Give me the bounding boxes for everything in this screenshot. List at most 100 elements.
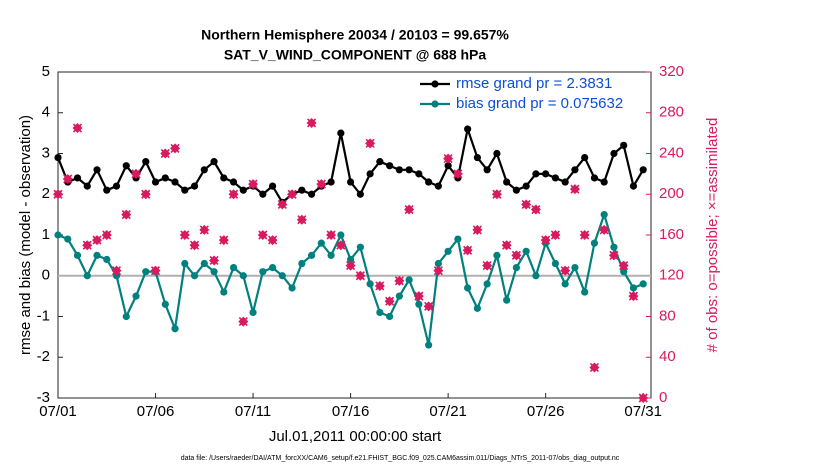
y-tick-label: 3 xyxy=(42,144,50,161)
x-tick-label: 07/16 xyxy=(332,403,370,420)
y-tick-label: 5 xyxy=(42,63,50,80)
obs-assimilated xyxy=(82,240,92,250)
data-point xyxy=(581,153,589,162)
obs-assimilated xyxy=(375,281,385,291)
legend-label: rmse grand pr = 2.3831 xyxy=(456,75,612,92)
y2-tick-label: 160 xyxy=(659,226,684,243)
obs-assimilated xyxy=(72,123,83,133)
data-point xyxy=(220,174,228,182)
data-point xyxy=(327,251,335,259)
data-point xyxy=(73,174,82,182)
obs-assimilated xyxy=(248,179,258,189)
obs-assimilated xyxy=(619,260,629,271)
data-point xyxy=(268,182,277,190)
obs-assimilated xyxy=(287,189,297,199)
obs-assimilated xyxy=(160,148,170,159)
obs-assimilated xyxy=(453,169,463,179)
obs-assimilated xyxy=(180,230,190,240)
obs-assimilated xyxy=(228,189,239,199)
data-point xyxy=(395,292,403,300)
data-point xyxy=(473,304,481,312)
data-point xyxy=(532,170,540,178)
data-point xyxy=(464,125,472,133)
obs-assimilated xyxy=(511,250,521,260)
data-point xyxy=(561,178,569,186)
data-point xyxy=(395,166,403,174)
data-point xyxy=(171,178,179,186)
obs-assimilated xyxy=(199,225,209,235)
legend-label: bias grand pr = 0.075632 xyxy=(456,95,623,112)
obs-assimilated xyxy=(482,260,492,271)
data-point xyxy=(620,268,628,276)
data-point xyxy=(581,288,589,296)
obs-assimilated xyxy=(638,393,648,403)
data-point xyxy=(600,211,608,219)
y-tick-label: -1 xyxy=(37,307,50,324)
data-point xyxy=(600,178,608,186)
obs-assimilated xyxy=(580,230,590,240)
obs-assimilated xyxy=(521,199,531,210)
data-point xyxy=(610,149,618,158)
obs-assimilated xyxy=(385,296,395,306)
y2-tick-label: 120 xyxy=(659,267,684,284)
obs-assimilated xyxy=(589,362,599,373)
y2-tick-label: 280 xyxy=(659,104,684,121)
data-point xyxy=(571,264,579,272)
data-point xyxy=(142,268,150,276)
data-point xyxy=(415,170,423,178)
data-point xyxy=(103,255,111,264)
obs-assimilated xyxy=(531,204,541,215)
data-point xyxy=(532,272,540,280)
data-point xyxy=(288,284,296,292)
obs-assimilated xyxy=(297,215,307,225)
obs-assimilated xyxy=(609,250,619,260)
y2-tick-label: 320 xyxy=(659,63,684,80)
obs-assimilated xyxy=(63,174,73,184)
data-point xyxy=(376,158,384,166)
data-point xyxy=(239,186,247,194)
obs-assimilated xyxy=(414,291,424,301)
data-point xyxy=(64,235,72,243)
obs-assimilated xyxy=(628,291,639,301)
obs-assimilated xyxy=(365,138,375,148)
data-point xyxy=(268,264,277,272)
data-point xyxy=(415,300,423,308)
y2-axis-label: # of obs: o=possible; ×=assimilated xyxy=(704,118,721,353)
data-point xyxy=(571,166,579,174)
data-point xyxy=(132,292,140,300)
y-tick-label: 4 xyxy=(42,104,50,121)
data-point xyxy=(122,162,130,170)
y2-tick-label: 80 xyxy=(659,307,676,324)
data-point xyxy=(551,259,560,268)
data-point xyxy=(122,312,130,321)
data-point xyxy=(512,264,521,272)
data-point xyxy=(551,174,560,182)
data-point xyxy=(444,162,452,170)
obs-assimilated xyxy=(141,189,151,199)
data-point xyxy=(483,166,491,174)
data-point xyxy=(610,243,618,251)
data-point xyxy=(434,259,442,268)
obs-assimilated xyxy=(472,225,482,235)
data-point xyxy=(454,235,462,243)
obs-assimilated xyxy=(307,118,317,128)
data-point xyxy=(93,166,101,174)
data-point xyxy=(483,280,491,288)
y-tick-label: 2 xyxy=(42,185,50,202)
data-point xyxy=(366,170,374,178)
data-point xyxy=(620,141,628,149)
data-point xyxy=(161,300,169,308)
data-point xyxy=(639,280,647,288)
data-point xyxy=(200,166,208,174)
data-point xyxy=(112,182,121,190)
data-point xyxy=(210,158,218,166)
data-point xyxy=(493,251,501,259)
obs-assimilated xyxy=(424,301,434,311)
y-axis-label: rmse and bias (model - observation) xyxy=(17,115,34,355)
obs-assimilated xyxy=(463,245,473,255)
obs-assimilated xyxy=(433,266,443,276)
data-point xyxy=(200,259,208,268)
obs-assimilated xyxy=(209,255,219,266)
data-point xyxy=(590,174,599,182)
